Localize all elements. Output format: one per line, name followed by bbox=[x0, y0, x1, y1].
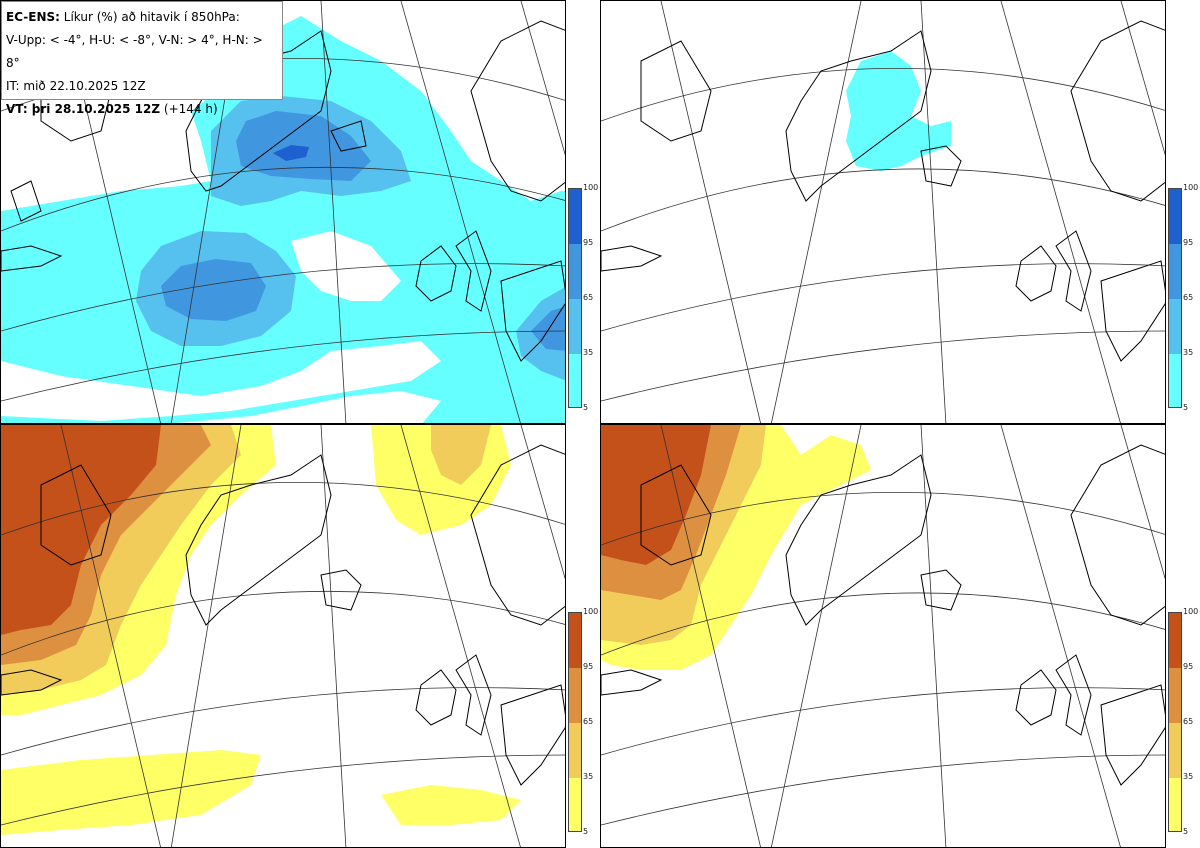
graticule bbox=[601, 425, 1165, 847]
no-prob-area-south bbox=[1, 341, 441, 421]
legend-tick: 35 bbox=[583, 772, 594, 781]
legend-seg-35-65 bbox=[1169, 299, 1181, 354]
legend-tick: 5 bbox=[1183, 403, 1189, 412]
legend-seg-35-65 bbox=[569, 723, 581, 778]
map-panel-warm-strong bbox=[600, 424, 1166, 848]
valid-time: VT: þri 28.10.2025 12Z bbox=[6, 102, 161, 116]
map-warm-moderate bbox=[1, 425, 565, 847]
prob-fill-5-sw bbox=[1, 750, 261, 835]
no-prob-area bbox=[291, 231, 401, 301]
prob-fill-95 bbox=[1, 425, 161, 635]
legend-seg-65-95 bbox=[1169, 244, 1181, 299]
legend-tick: 5 bbox=[583, 403, 589, 412]
legend-warm-bottom-left: 100 95 65 35 5 bbox=[568, 608, 598, 836]
legend-seg-65-95 bbox=[1169, 668, 1181, 723]
map-warm-strong bbox=[601, 425, 1165, 847]
coastlines bbox=[601, 444, 1165, 786]
legend-seg-35-65 bbox=[569, 299, 581, 354]
legend-seg-5-35 bbox=[1169, 354, 1181, 407]
legend-seg-95-100 bbox=[569, 613, 581, 668]
legend-cold-top-right: 100 95 65 35 5 bbox=[1168, 184, 1198, 412]
prob-fill-95 bbox=[273, 145, 309, 161]
legend-tick: 95 bbox=[583, 662, 594, 671]
prob-fill-5-s bbox=[381, 785, 521, 825]
legend-tick: 100 bbox=[583, 607, 599, 616]
legend-bar bbox=[568, 612, 582, 832]
legend-warm-bottom-right: 100 95 65 35 5 bbox=[1168, 608, 1198, 836]
title-text: Líkur (%) að hitavik í 850hPa: bbox=[63, 10, 240, 24]
lead-time: (+144 h) bbox=[163, 102, 218, 116]
legend-seg-65-95 bbox=[569, 244, 581, 299]
prob-fill-5 bbox=[846, 51, 951, 171]
legend-tick: 5 bbox=[583, 827, 589, 836]
legend-tick: 65 bbox=[583, 293, 594, 302]
legend-seg-95-100 bbox=[1169, 189, 1181, 244]
legend-tick: 95 bbox=[1183, 662, 1194, 671]
legend-tick: 65 bbox=[1183, 293, 1194, 302]
map-panel-cold-strong bbox=[600, 0, 1166, 424]
map-panel-cold-moderate: EC-ENS: Líkur (%) að hitavik í 850hPa: V… bbox=[0, 0, 566, 424]
coastlines bbox=[1, 444, 565, 786]
legend-seg-95-100 bbox=[1169, 613, 1181, 668]
model-label: EC-ENS: bbox=[6, 10, 60, 24]
prob-fill-65-west bbox=[161, 259, 266, 321]
legend-tick: 5 bbox=[1183, 827, 1189, 836]
map-cold-moderate bbox=[1, 1, 565, 423]
legend-tick: 100 bbox=[583, 183, 599, 192]
legend-cold-top-left: 100 95 65 35 5 bbox=[568, 184, 598, 412]
legend-tick: 95 bbox=[583, 238, 594, 247]
legend-tick: 35 bbox=[1183, 348, 1194, 357]
legend-seg-5-35 bbox=[569, 778, 581, 831]
legend-seg-5-35 bbox=[1169, 778, 1181, 831]
coastlines bbox=[601, 20, 1165, 362]
legend-tick: 35 bbox=[583, 348, 594, 357]
legend-tick: 100 bbox=[1183, 183, 1199, 192]
legend-seg-95-100 bbox=[569, 189, 581, 244]
legend-seg-5-35 bbox=[569, 354, 581, 407]
graticule bbox=[601, 1, 1165, 423]
legend-bar bbox=[1168, 612, 1182, 832]
map-panel-warm-moderate bbox=[0, 424, 566, 848]
legend-tick: 95 bbox=[1183, 238, 1194, 247]
legend-bar bbox=[1168, 188, 1182, 408]
legend-tick: 65 bbox=[1183, 717, 1194, 726]
issue-time: IT: mið 22.10.2025 12Z bbox=[6, 79, 146, 93]
legend-seg-65-95 bbox=[569, 668, 581, 723]
legend-tick: 35 bbox=[1183, 772, 1194, 781]
map-cold-strong bbox=[601, 1, 1165, 423]
legend-tick: 65 bbox=[583, 717, 594, 726]
prob-fill-95 bbox=[601, 425, 711, 565]
info-box: EC-ENS: Líkur (%) að hitavik í 850hPa: V… bbox=[1, 1, 283, 116]
legend-tick: 100 bbox=[1183, 607, 1199, 616]
legend-bar bbox=[568, 188, 582, 408]
legend-seg-35-65 bbox=[1169, 723, 1181, 778]
graticule bbox=[1, 425, 565, 847]
prob-fill-35-ne bbox=[431, 425, 491, 485]
thresholds-text: V-Upp: < -4°, H-U: < -8°, V-N: > 4°, H-N… bbox=[6, 33, 263, 70]
